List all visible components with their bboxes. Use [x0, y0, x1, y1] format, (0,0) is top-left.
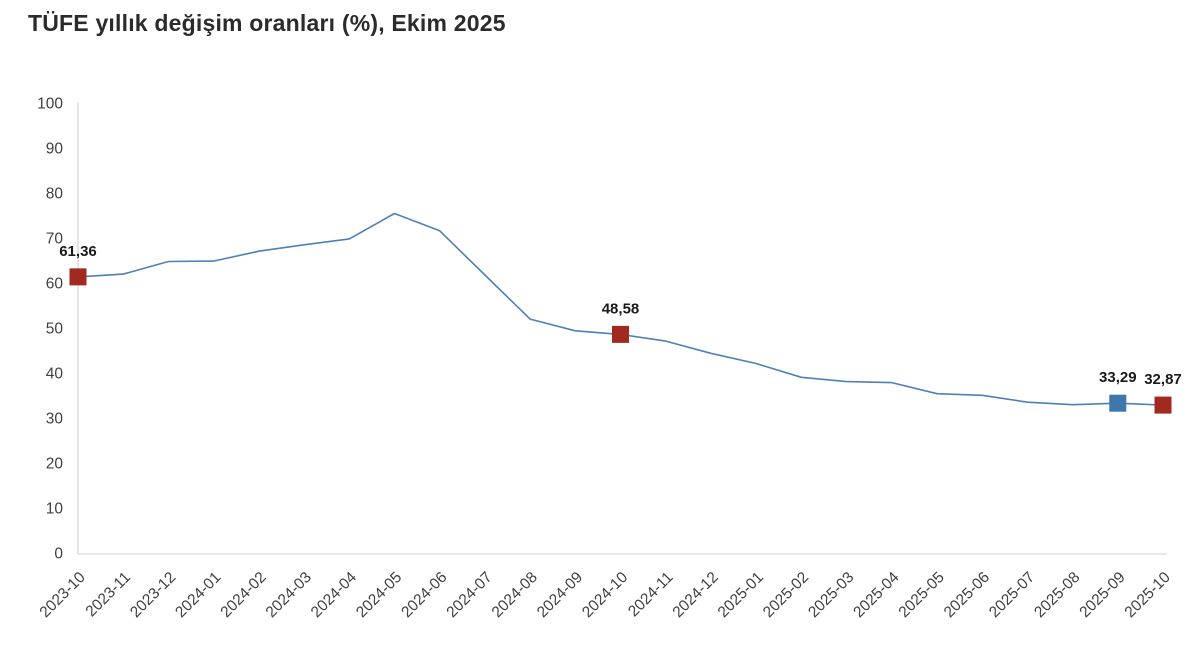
x-axis-tick-label: 2025-02: [760, 569, 812, 621]
y-axis-tick-label: 20: [46, 456, 64, 473]
data-point-label-2025-09: 33,29: [1099, 369, 1137, 386]
y-axis-tick-label: 100: [37, 96, 63, 113]
data-point-marker-2025-09[interactable]: [1109, 394, 1127, 412]
x-axis-tick-label: 2024-04: [308, 569, 361, 622]
x-axis-tick-label: 2024-06: [398, 569, 450, 621]
x-axis-tick-label: 2024-01: [172, 569, 224, 621]
data-point-marker-2024-10[interactable]: [612, 325, 629, 343]
x-axis-tick-label: 2023-12: [127, 569, 179, 621]
x-axis-tick-label: 2025-06: [941, 569, 993, 621]
y-axis-tick-label: 80: [46, 186, 64, 203]
x-axis-tick-label: 2024-03: [263, 569, 315, 621]
data-point-label-2023-10: 61,36: [59, 243, 97, 260]
x-axis-tick-label: 2025-09: [1076, 569, 1128, 621]
x-axis-tick-label: 2023-10: [37, 569, 90, 622]
x-axis-tick-label: 2024-11: [625, 569, 676, 620]
y-axis-tick-label: 40: [46, 366, 64, 383]
x-axis-tick-label: 2025-03: [805, 569, 857, 621]
y-axis-tick-label: 0: [54, 546, 63, 563]
x-axis-tick-label: 2024-12: [669, 569, 721, 621]
y-axis-tick-label: 90: [46, 141, 64, 158]
x-axis-tick-label: 2024-02: [217, 569, 269, 621]
y-axis-tick-label: 70: [46, 231, 64, 248]
data-point-marker-2023-10[interactable]: [69, 268, 87, 286]
x-axis-tick-label: 2024-09: [534, 569, 586, 621]
x-axis-tick-label: 2024-10: [579, 569, 632, 622]
x-axis-tick-label: 2025-01: [715, 569, 767, 621]
y-axis-tick-label: 30: [46, 411, 64, 428]
x-axis-tick-label: 2025-05: [896, 569, 948, 621]
x-axis-tick-label: 2025-08: [1031, 569, 1083, 621]
data-point-label-2025-10: 32,87: [1144, 371, 1182, 388]
x-axis-tick-label: 2024-08: [489, 569, 541, 621]
x-axis-tick-label: 2025-07: [986, 569, 1038, 621]
y-axis-tick-label: 50: [46, 321, 64, 338]
x-axis-tick-label: 2024-07: [443, 569, 495, 621]
x-axis-tick-label: 2024-05: [353, 569, 405, 621]
chart-title: TÜFE yıllık değişim oranları (%), Ekim 2…: [28, 10, 506, 36]
y-axis-tick-label: 10: [46, 501, 64, 518]
x-axis-tick-label: 2025-04: [850, 569, 903, 622]
y-axis-tick-label: 60: [46, 276, 64, 293]
x-axis-tick-label: 2023-11: [83, 569, 134, 620]
x-axis-tick-label: 2025-10: [1122, 569, 1175, 622]
data-point-label-2024-10: 48,58: [602, 300, 640, 317]
data-point-marker-2025-10[interactable]: [1154, 396, 1172, 414]
